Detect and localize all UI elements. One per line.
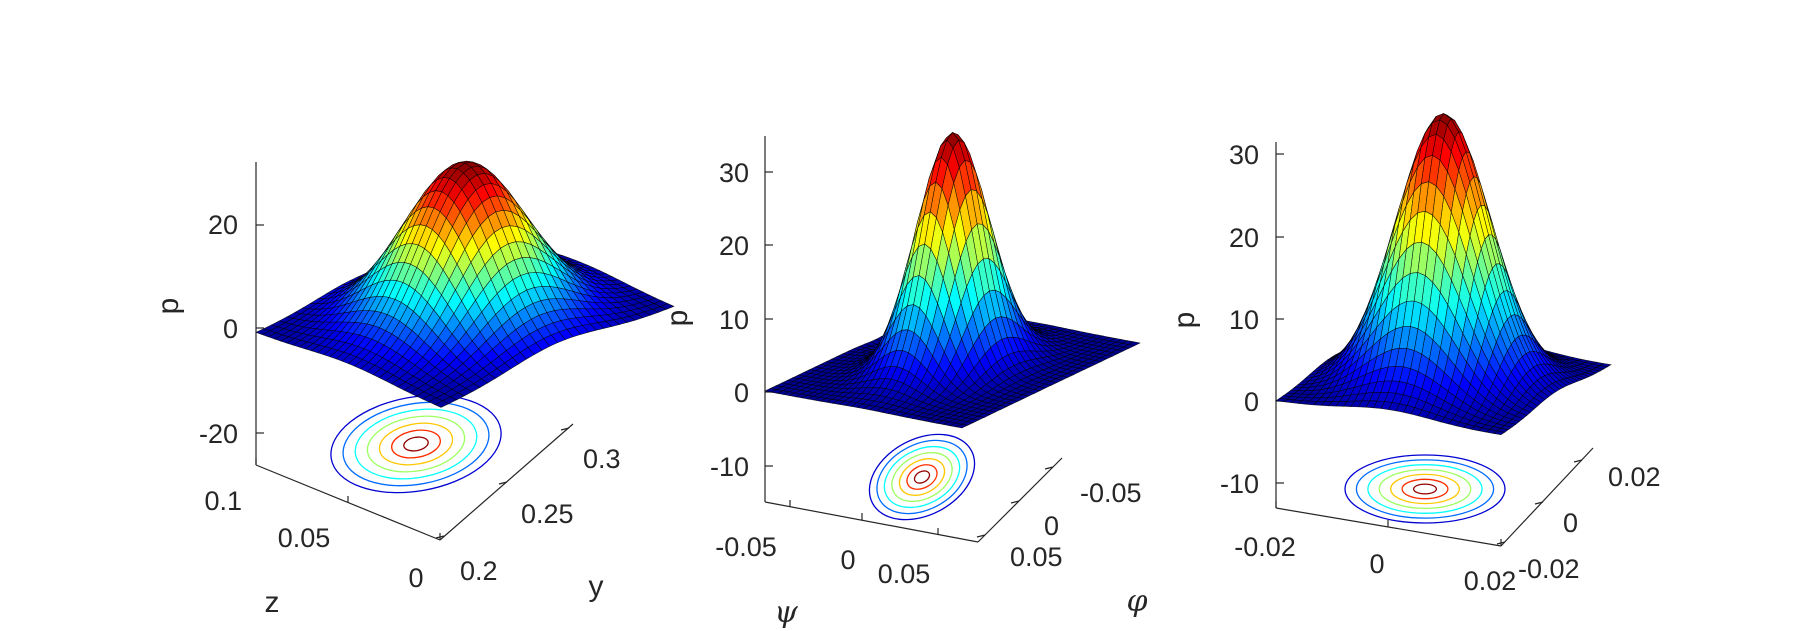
panel-1-y-tick-0.25: 0.25 [521, 499, 574, 529]
panel-1-z-tick-20: 20 [208, 210, 238, 240]
panel-3-contours [1344, 454, 1506, 524]
p3-contour-line [1344, 454, 1506, 524]
p2-contour-line [906, 464, 938, 490]
p2-contour-line [868, 433, 976, 521]
panel-1-x-axis-label: z [265, 586, 280, 619]
panel-1-z-tick-0: 0 [223, 314, 238, 344]
p3-contour-line [1355, 459, 1495, 519]
panel-1-y-tick-0.3: 0.3 [583, 444, 621, 474]
panel-2-axes [764, 136, 1063, 543]
panel-1-z-axis-label: p [152, 298, 185, 315]
panel-3-y-tick-minus-0.02: -0.02 [1518, 554, 1580, 584]
panel-1-contours [330, 394, 502, 494]
p2-contour-line [891, 452, 953, 502]
p2-contour-line [913, 470, 931, 484]
p1-contour-line [391, 429, 441, 459]
p1-contour-line [378, 422, 454, 466]
p1-surface-patch [434, 400, 450, 408]
panel-1-axes [255, 162, 574, 541]
p3-surface-patch [1492, 430, 1506, 435]
p1-contour-line [403, 436, 429, 452]
panel-2-z-tick-10: 10 [719, 305, 749, 335]
panel-3-z-tick-20: 20 [1229, 223, 1259, 253]
panel-2-surface [764, 131, 1141, 429]
panel-2-x-axis-label: ψ [774, 595, 798, 630]
panel-3-right-axis [1500, 447, 1594, 547]
p1-contour-line [366, 415, 466, 473]
panel-2-z-tick-minus-10: -10 [710, 452, 749, 482]
p2-contour-line [898, 458, 946, 496]
p2-contour-line [876, 439, 968, 515]
panel-2-depth-axis [764, 501, 979, 543]
panel-3-z-tick-0: 0 [1244, 387, 1259, 417]
panel-1-x-tick-0.1: 0.1 [204, 486, 242, 516]
p3-contour-line [1367, 464, 1483, 514]
panel-1: 20 0 -20 0.1 0.05 0 0.3 0.25 0.2 p z y [152, 160, 675, 619]
panel-3-x-tick-0: 0 [1369, 549, 1384, 579]
p1-contour-line [342, 401, 490, 487]
panel-2-z-tick-0: 0 [734, 378, 749, 408]
panel-1-z-tick-minus-20: -20 [199, 419, 238, 449]
panel-1-surface [255, 160, 675, 408]
panel-1-x-tick-0: 0 [408, 563, 423, 593]
panel-1-y-axis-label: y [589, 570, 604, 603]
panel-2: 30 20 10 0 -10 -0.05 0 0.05 -0.05 0 0.05… [661, 131, 1148, 630]
panel-3-y-tick-0.02: 0.02 [1608, 462, 1661, 492]
panel-2-x-tick-minus-0.05: -0.05 [715, 532, 777, 562]
panel-1-y-tick-0.2: 0.2 [460, 556, 498, 586]
panel-2-contours [868, 433, 976, 521]
panel-2-y-axis-label: φ [1126, 584, 1147, 619]
panel-2-z-tick-20: 20 [719, 231, 749, 261]
p2-contour-line [883, 445, 961, 509]
panel-2-z-axis-label: p [661, 310, 694, 327]
p1-contour-line [330, 394, 502, 494]
panel-2-y-tick-minus-0.05: -0.05 [1080, 478, 1142, 508]
p2-surface-patch [954, 423, 969, 429]
panel-2-y-tick-0.05: 0.05 [1010, 542, 1063, 572]
panel-3: 30 20 10 0 -10 -0.02 0 0.02 0.02 0 -0.02… [1168, 112, 1661, 596]
panel-1-x-tick-0.05: 0.05 [278, 523, 331, 553]
p3-contour-line [1378, 468, 1472, 510]
p3-contour-line [1390, 473, 1460, 505]
panel-2-y-tick-0: 0 [1044, 511, 1059, 541]
p3-contour-line [1401, 478, 1449, 500]
p1-contour-line [354, 408, 478, 480]
p3-contour-line [1412, 483, 1438, 495]
panel-2-z-tick-30: 30 [719, 158, 749, 188]
panel-3-z-tick-minus-10: -10 [1220, 469, 1259, 499]
panel-2-x-tick-0.05: 0.05 [878, 559, 931, 589]
panel-3-x-tick-0.02: 0.02 [1464, 566, 1517, 596]
panel-2-x-tick-0: 0 [840, 545, 855, 575]
panel-2-right-axis [977, 457, 1063, 543]
panel-3-surface [1275, 112, 1612, 435]
panel-3-z-tick-30: 30 [1229, 140, 1259, 170]
panel-3-z-tick-10: 10 [1229, 305, 1259, 335]
panel-3-x-tick-minus-0.02: -0.02 [1234, 532, 1296, 562]
panel-3-z-axis-label: p [1168, 312, 1201, 329]
panel-3-y-tick-0: 0 [1563, 508, 1578, 538]
